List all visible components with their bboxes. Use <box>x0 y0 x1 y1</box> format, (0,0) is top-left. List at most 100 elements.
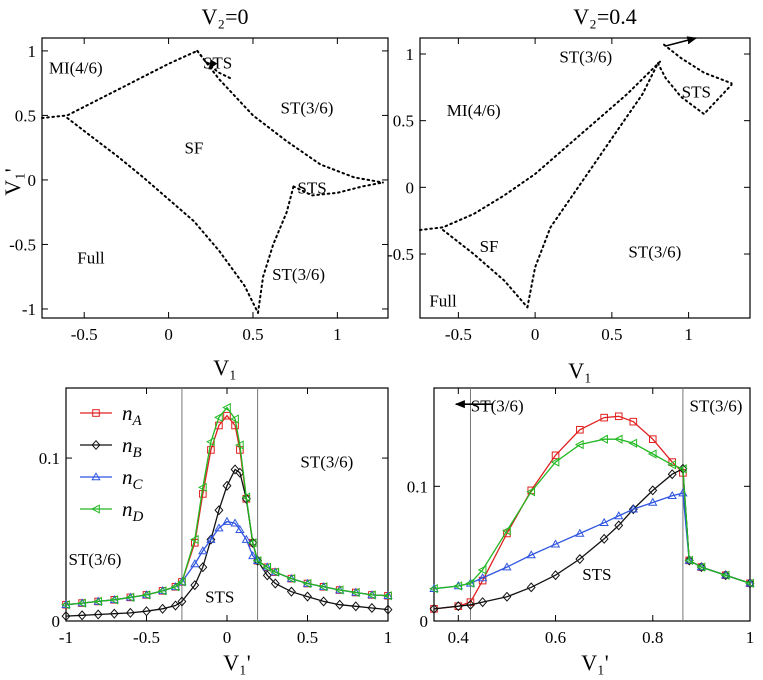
data-point <box>383 591 392 601</box>
data-point <box>599 533 609 544</box>
data-point <box>177 596 187 607</box>
data-point <box>575 553 585 565</box>
region-label: ST(3/6) <box>272 265 325 284</box>
data-point <box>252 556 262 566</box>
region-label: ST(3/6) <box>300 452 353 471</box>
legend-label-subscript: B <box>133 445 142 461</box>
data-point <box>429 584 438 594</box>
data-point <box>574 439 584 450</box>
data-point <box>614 511 624 520</box>
data-point <box>614 520 624 531</box>
data-point <box>93 596 102 607</box>
data-point <box>189 534 199 545</box>
phase-boundary <box>196 49 384 184</box>
phase-boundary <box>257 185 295 314</box>
data-point <box>125 607 135 618</box>
data-point <box>465 599 475 610</box>
phase-boundary <box>442 229 529 309</box>
data-point <box>383 604 393 615</box>
data-point <box>429 603 439 614</box>
y-tick-label: -0.5 <box>387 245 414 264</box>
legend-swatch-marker <box>91 472 101 481</box>
data-point <box>253 555 263 566</box>
data-point <box>551 570 561 581</box>
series-nd <box>429 434 754 594</box>
data-point <box>720 570 730 580</box>
data-point <box>109 608 119 619</box>
data-point <box>367 602 377 614</box>
data-point <box>157 586 167 596</box>
panel-top-right: V₂=0.4 V₁ -0.5 0 0.5 1 -0.5 0 0.5 1 ST(3/6) STS MI… <box>387 4 751 383</box>
x-tick-label: -1 <box>59 628 73 647</box>
x-tick-label: 1 <box>746 628 755 647</box>
legend-label-subscript: C <box>133 477 144 493</box>
phase-boundary <box>196 49 234 81</box>
data-point <box>477 565 487 575</box>
data-point <box>214 412 223 422</box>
data-point <box>141 590 151 600</box>
region-label: ST(3/6) <box>628 242 681 261</box>
data-point <box>222 480 232 491</box>
data-point <box>614 412 623 421</box>
data-point <box>502 562 512 571</box>
region-label: STS <box>205 588 234 607</box>
data-point <box>170 582 180 592</box>
data-point <box>190 580 200 591</box>
region-label: ST(3/6) <box>471 397 524 416</box>
data-point <box>241 492 251 502</box>
data-point <box>142 606 151 617</box>
data-point <box>318 582 328 592</box>
data-point <box>550 457 560 467</box>
data-point <box>214 523 224 532</box>
y-tick-label: 0.1 <box>407 477 428 496</box>
data-point <box>222 402 231 413</box>
y-tick-label: -1 <box>22 300 36 319</box>
data-point <box>551 451 560 460</box>
data-point <box>109 595 119 605</box>
data-point <box>214 505 224 516</box>
data-point <box>526 582 536 593</box>
panel-top-left-xlabel: V₁ <box>213 355 237 380</box>
region-label: Full <box>429 292 457 311</box>
region-label: MI(4/6) <box>49 59 103 78</box>
data-point <box>286 586 296 597</box>
data-point <box>526 550 536 559</box>
pointer-arrow <box>208 59 218 70</box>
region-label: ST(3/6) <box>281 99 334 118</box>
data-point <box>262 562 272 572</box>
plot-frame <box>41 37 389 319</box>
legend-item-na: nA <box>80 401 143 429</box>
panel-top-left-ylabel: V₁' <box>0 168 25 196</box>
data-point <box>248 537 258 548</box>
y-tick-label: 0.5 <box>393 112 414 131</box>
data-point <box>575 528 585 537</box>
data-point <box>613 434 623 444</box>
series-line <box>433 438 751 590</box>
data-point <box>628 438 638 448</box>
phase-boundary <box>526 62 659 309</box>
region-label: STS <box>203 54 232 73</box>
data-point <box>61 600 70 610</box>
panel-bottom-left-xlabel: V₁' <box>223 650 251 675</box>
data-point <box>465 578 475 588</box>
panel-top-left-title: V₂=0 <box>202 4 249 29</box>
series-nb <box>429 463 755 614</box>
y-tick-label: 0 <box>420 612 429 631</box>
data-point <box>303 591 312 602</box>
x-tick-label: 1 <box>384 628 393 647</box>
phase-boundary <box>419 59 662 231</box>
data-point <box>350 587 360 598</box>
data-point <box>302 578 312 589</box>
data-point <box>335 599 345 610</box>
x-tick-label: 0.4 <box>448 628 470 647</box>
phase-boundary <box>656 62 733 116</box>
series-line <box>65 406 389 606</box>
data-point <box>334 585 344 595</box>
data-point <box>667 490 677 500</box>
data-point <box>248 551 258 560</box>
data-point <box>502 591 512 602</box>
panel-bottom-left: V₁' -1 -0.5 0 0.5 1 0 0.1 ST(3/6) ST(3/6) STS nA nB… <box>39 387 393 675</box>
series-nb <box>61 464 393 622</box>
data-point <box>629 417 638 426</box>
